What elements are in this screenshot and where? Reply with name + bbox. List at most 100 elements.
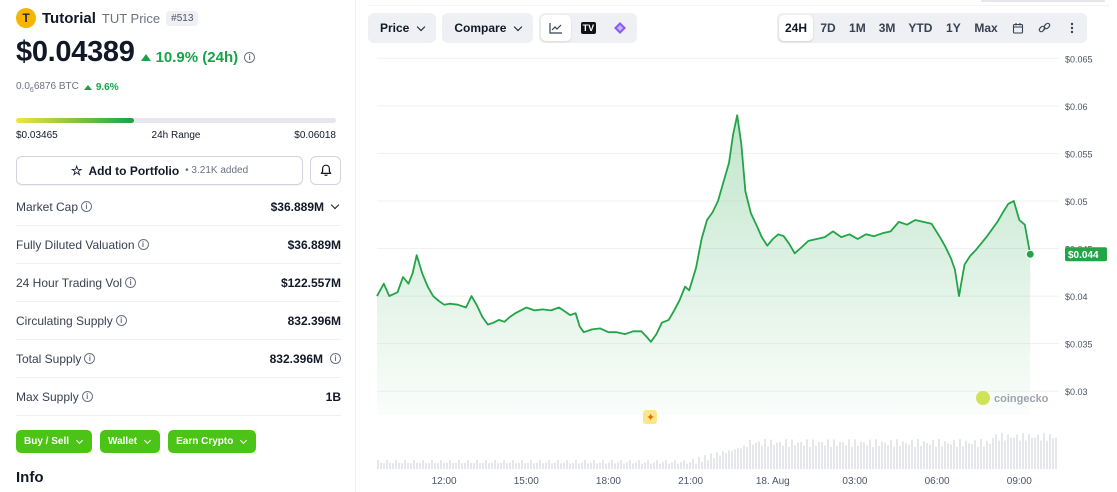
range-tab-1m[interactable]: 1M bbox=[849, 21, 866, 35]
volume-bar bbox=[896, 439, 898, 469]
volume-bar bbox=[446, 463, 448, 469]
chevron-down-icon bbox=[144, 436, 152, 444]
line-chart-icon bbox=[549, 23, 563, 34]
add-to-portfolio-button[interactable]: ☆ Add to Portfolio • 3.21K added bbox=[16, 156, 303, 185]
volume-bar bbox=[539, 460, 541, 469]
bell-icon bbox=[320, 164, 331, 176]
volume-bar bbox=[872, 446, 874, 469]
line-chart-button[interactable] bbox=[541, 15, 572, 41]
volume-bar bbox=[755, 442, 757, 469]
price-dropdown[interactable]: Price bbox=[368, 13, 437, 43]
volume-bar bbox=[557, 460, 559, 469]
volume-bar bbox=[635, 462, 637, 469]
range-tab-24h[interactable]: 24H bbox=[779, 15, 814, 41]
range-tab-max[interactable]: Max bbox=[974, 21, 998, 35]
volume-bar bbox=[947, 443, 949, 469]
volume-bar bbox=[416, 462, 418, 469]
range-label: 24h Range bbox=[151, 130, 201, 141]
volume-bar bbox=[554, 462, 556, 469]
volume-bar bbox=[542, 463, 544, 469]
stat-label: Max Supply i bbox=[16, 390, 93, 404]
info-icon[interactable]: i bbox=[244, 52, 256, 63]
info-heading: Info bbox=[16, 469, 44, 486]
volume-bar bbox=[932, 439, 934, 469]
price-alert-button[interactable] bbox=[310, 156, 341, 185]
tradingview-button[interactable]: TV bbox=[573, 15, 603, 41]
stat-row: Max Supply i 1B bbox=[16, 378, 341, 416]
x-tick-label: 03:00 bbox=[842, 476, 867, 487]
info-icon[interactable]: i bbox=[137, 239, 149, 250]
volume-bar bbox=[419, 463, 421, 469]
volume-bar bbox=[1004, 440, 1006, 469]
range-tab-7d[interactable]: 7D bbox=[820, 21, 836, 35]
volume-bar bbox=[536, 462, 538, 469]
stat-value: $36.889M bbox=[271, 200, 341, 214]
volume-bar bbox=[566, 460, 568, 469]
compare-dropdown-label: Compare bbox=[454, 21, 507, 35]
range-24h: $0.03465 24h Range $0.06018 bbox=[16, 118, 336, 141]
calendar-button[interactable] bbox=[1005, 15, 1031, 41]
stat-value: 832.396M bbox=[287, 313, 341, 328]
volume-bar bbox=[803, 445, 805, 469]
stat-row[interactable]: Market Cap i $36.889M bbox=[16, 188, 341, 226]
event-marker bbox=[643, 410, 657, 424]
info-icon[interactable]: i bbox=[115, 315, 127, 326]
volume-bar bbox=[1040, 440, 1042, 469]
volume-bar bbox=[692, 458, 694, 469]
y-tick-label: $0.035 bbox=[1065, 340, 1093, 350]
volume-bar bbox=[449, 460, 451, 469]
range-low: $0.03465 bbox=[16, 130, 58, 141]
volume-bar bbox=[980, 439, 982, 469]
compare-dropdown[interactable]: Compare bbox=[442, 13, 534, 43]
chevron-down-icon[interactable] bbox=[330, 200, 340, 210]
volume-bar bbox=[530, 460, 532, 469]
stats-table: Market Cap i $36.889M Fully Diluted Valuati… bbox=[16, 188, 341, 416]
volume-bar bbox=[911, 439, 913, 469]
info-icon[interactable]: i bbox=[81, 201, 93, 212]
coingecko-logo bbox=[976, 391, 990, 405]
action-button-wallet[interactable]: Wallet bbox=[100, 430, 161, 453]
volume-bar bbox=[563, 462, 565, 469]
range-tab-3m[interactable]: 3M bbox=[878, 21, 896, 35]
action-button-earn-crypto[interactable]: Earn Crypto bbox=[168, 430, 257, 453]
volume-bar bbox=[953, 440, 955, 469]
volume-bar bbox=[749, 439, 751, 469]
diamond-button[interactable] bbox=[605, 15, 635, 41]
range-tab-ytd[interactable]: YTD bbox=[908, 21, 933, 35]
price-dropdown-label: Price bbox=[380, 21, 410, 35]
volume-bar bbox=[506, 463, 508, 469]
volume-bar bbox=[701, 461, 703, 469]
volume-bar bbox=[782, 445, 784, 469]
price-chart-panel: Price Compare TV 24 bbox=[357, 0, 1117, 492]
volume-bar bbox=[473, 462, 475, 469]
more-button[interactable] bbox=[1059, 15, 1085, 41]
volume-bar bbox=[854, 439, 856, 469]
volume-bar bbox=[773, 445, 775, 469]
volume-bar bbox=[878, 445, 880, 469]
btc-price-row: 0.066876 BTC 9.6% bbox=[16, 81, 119, 94]
volume-bar bbox=[479, 463, 481, 469]
volume-bar bbox=[494, 460, 496, 469]
volume-bar bbox=[1046, 440, 1048, 469]
volume-bar bbox=[1007, 434, 1009, 469]
info-icon[interactable]: i bbox=[84, 353, 96, 364]
volume-bar bbox=[893, 446, 895, 469]
range-tab-1y[interactable]: 1Y bbox=[946, 21, 961, 35]
portfolio-count: • 3.21K added bbox=[185, 165, 249, 176]
action-button-buy-sell[interactable]: Buy / Sell bbox=[16, 430, 93, 453]
volume-bar bbox=[767, 446, 769, 469]
volume-bar bbox=[464, 462, 466, 469]
volume-bar bbox=[590, 462, 592, 469]
star-icon: ☆ bbox=[70, 162, 83, 178]
info-icon[interactable]: i bbox=[330, 353, 341, 364]
volume-bar bbox=[458, 460, 460, 469]
info-icon[interactable]: i bbox=[81, 391, 93, 402]
link-button[interactable] bbox=[1032, 15, 1058, 41]
range-fill bbox=[16, 118, 135, 123]
info-icon[interactable]: i bbox=[125, 277, 137, 288]
volume-bar bbox=[488, 463, 490, 469]
volume-bar bbox=[653, 462, 655, 469]
volume-bar bbox=[740, 448, 742, 469]
volume-bar bbox=[926, 443, 928, 469]
volume-bar bbox=[761, 445, 763, 469]
